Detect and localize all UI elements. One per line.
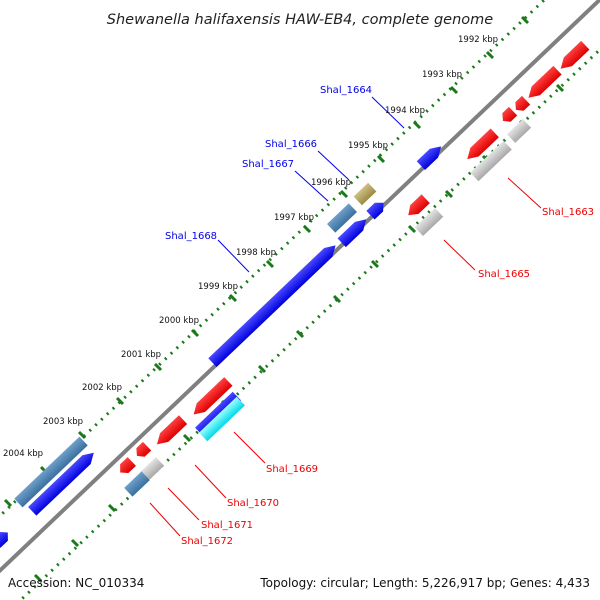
gene-shal-1669[interactable] — [195, 391, 241, 437]
major-tick — [265, 259, 275, 269]
accession-text: Accession: NC_010334 — [8, 576, 144, 590]
gene-shal-1670[interactable] — [153, 415, 188, 449]
gene-shal-1671[interactable] — [116, 457, 136, 477]
gene-red-2[interactable] — [524, 65, 562, 102]
major-tick — [257, 364, 267, 374]
major-tick — [412, 120, 422, 130]
major-tick — [3, 498, 13, 508]
gene-label-shal-1671[interactable]: Shal_1671 — [201, 520, 253, 531]
genome-backbone — [0, 0, 600, 574]
gene-steel-left[interactable] — [14, 436, 88, 508]
major-tick — [339, 189, 349, 199]
major-tick — [115, 396, 125, 406]
gene-label-shal-1672[interactable]: Shal_1672 — [181, 536, 233, 547]
kbp-label: 1993 kbp — [422, 70, 462, 80]
major-tick — [107, 503, 117, 513]
kbp-label: 2004 kbp — [3, 449, 43, 459]
gene-blue-edge[interactable] — [0, 528, 12, 548]
gene-shal-1667[interactable] — [337, 215, 371, 248]
kbp-label: 2001 kbp — [121, 350, 161, 360]
gene-grey-1[interactable] — [506, 119, 532, 143]
major-tick — [228, 293, 238, 303]
gene-label-shal-1670[interactable]: Shal_1670 — [227, 498, 279, 509]
major-tick — [332, 294, 342, 304]
kbp-labels: 1992 kbp 1993 kbp 1994 kbp 1995 kbp 1996… — [3, 35, 498, 459]
major-tick — [370, 259, 380, 269]
kbp-label: 2003 kbp — [43, 417, 83, 427]
major-tick — [376, 154, 386, 164]
gene-red-5[interactable] — [404, 194, 430, 219]
kbp-label: 1997 kbp — [274, 213, 314, 223]
tick-track-inner — [18, 47, 600, 600]
gene-red-7[interactable] — [133, 441, 152, 460]
major-tick — [33, 573, 43, 583]
gene-grey-2[interactable] — [470, 140, 512, 182]
gene-red-4[interactable] — [499, 106, 518, 125]
gene-blue-left[interactable] — [28, 448, 98, 516]
major-tick — [485, 50, 495, 60]
major-tick — [555, 83, 565, 93]
major-tick — [70, 538, 80, 548]
major-tick — [77, 430, 87, 440]
gene-red-6[interactable] — [189, 377, 233, 419]
gene-shal-1664[interactable] — [353, 182, 377, 206]
kbp-label: 1996 kbp — [311, 178, 351, 188]
kbp-label: 2002 kbp — [82, 383, 122, 393]
major-tick — [449, 85, 459, 95]
map-title: Shewanella halifaxensis HAW-EB4, complet… — [107, 12, 493, 28]
kbp-label: 2000 kbp — [159, 316, 199, 326]
gene-shal-1663[interactable] — [463, 128, 499, 164]
gene-shal-1672[interactable] — [124, 471, 150, 497]
major-tick — [190, 328, 200, 338]
gene-label-shal-1666[interactable]: Shal_1666 — [265, 139, 317, 150]
kbp-label: 1995 kbp — [348, 141, 388, 151]
gene-shal-1666[interactable] — [326, 203, 358, 233]
kbp-label: 1998 kbp — [236, 248, 276, 258]
gene-shal-1665[interactable] — [414, 208, 444, 236]
gene-label-shal-1665[interactable]: Shal_1665 — [478, 269, 530, 280]
major-tick — [302, 224, 312, 234]
gene-red-3[interactable] — [512, 95, 531, 114]
genome-summary-text: Topology: circular; Length: 5,226,917 bp… — [259, 576, 590, 590]
genes-layer — [0, 40, 590, 548]
leader-lines — [149, 96, 542, 537]
major-tick — [444, 189, 454, 199]
gene-label-shal-1663[interactable]: Shal_1663 — [542, 207, 594, 218]
gene-shal-1668[interactable] — [208, 241, 339, 367]
gene-grey-3[interactable] — [139, 457, 165, 481]
major-tick — [182, 433, 192, 443]
kbp-label: 1994 kbp — [385, 106, 425, 116]
kbp-label: 1999 kbp — [198, 282, 238, 292]
gene-label-shal-1668[interactable]: Shal_1668 — [165, 231, 217, 242]
gene-labels: Shal_1664 Shal_1666 Shal_1667 Shal_1668 … — [165, 85, 594, 547]
gene-blue-upper[interactable] — [416, 142, 446, 170]
gene-label-shal-1669[interactable]: Shal_1669 — [266, 464, 318, 475]
major-tick — [407, 224, 417, 234]
major-tick — [520, 15, 530, 25]
gene-blue-small[interactable] — [366, 198, 387, 220]
gene-label-shal-1664[interactable]: Shal_1664 — [320, 85, 372, 96]
tick-track-outer — [0, 0, 547, 518]
gene-red-1[interactable] — [557, 40, 590, 73]
major-tick — [153, 362, 163, 372]
major-tick — [295, 329, 305, 339]
gene-label-shal-1667[interactable]: Shal_1667 — [242, 159, 294, 170]
gene-shal-1669-cyan[interactable] — [199, 396, 245, 442]
kbp-label: 1992 kbp — [458, 35, 498, 45]
